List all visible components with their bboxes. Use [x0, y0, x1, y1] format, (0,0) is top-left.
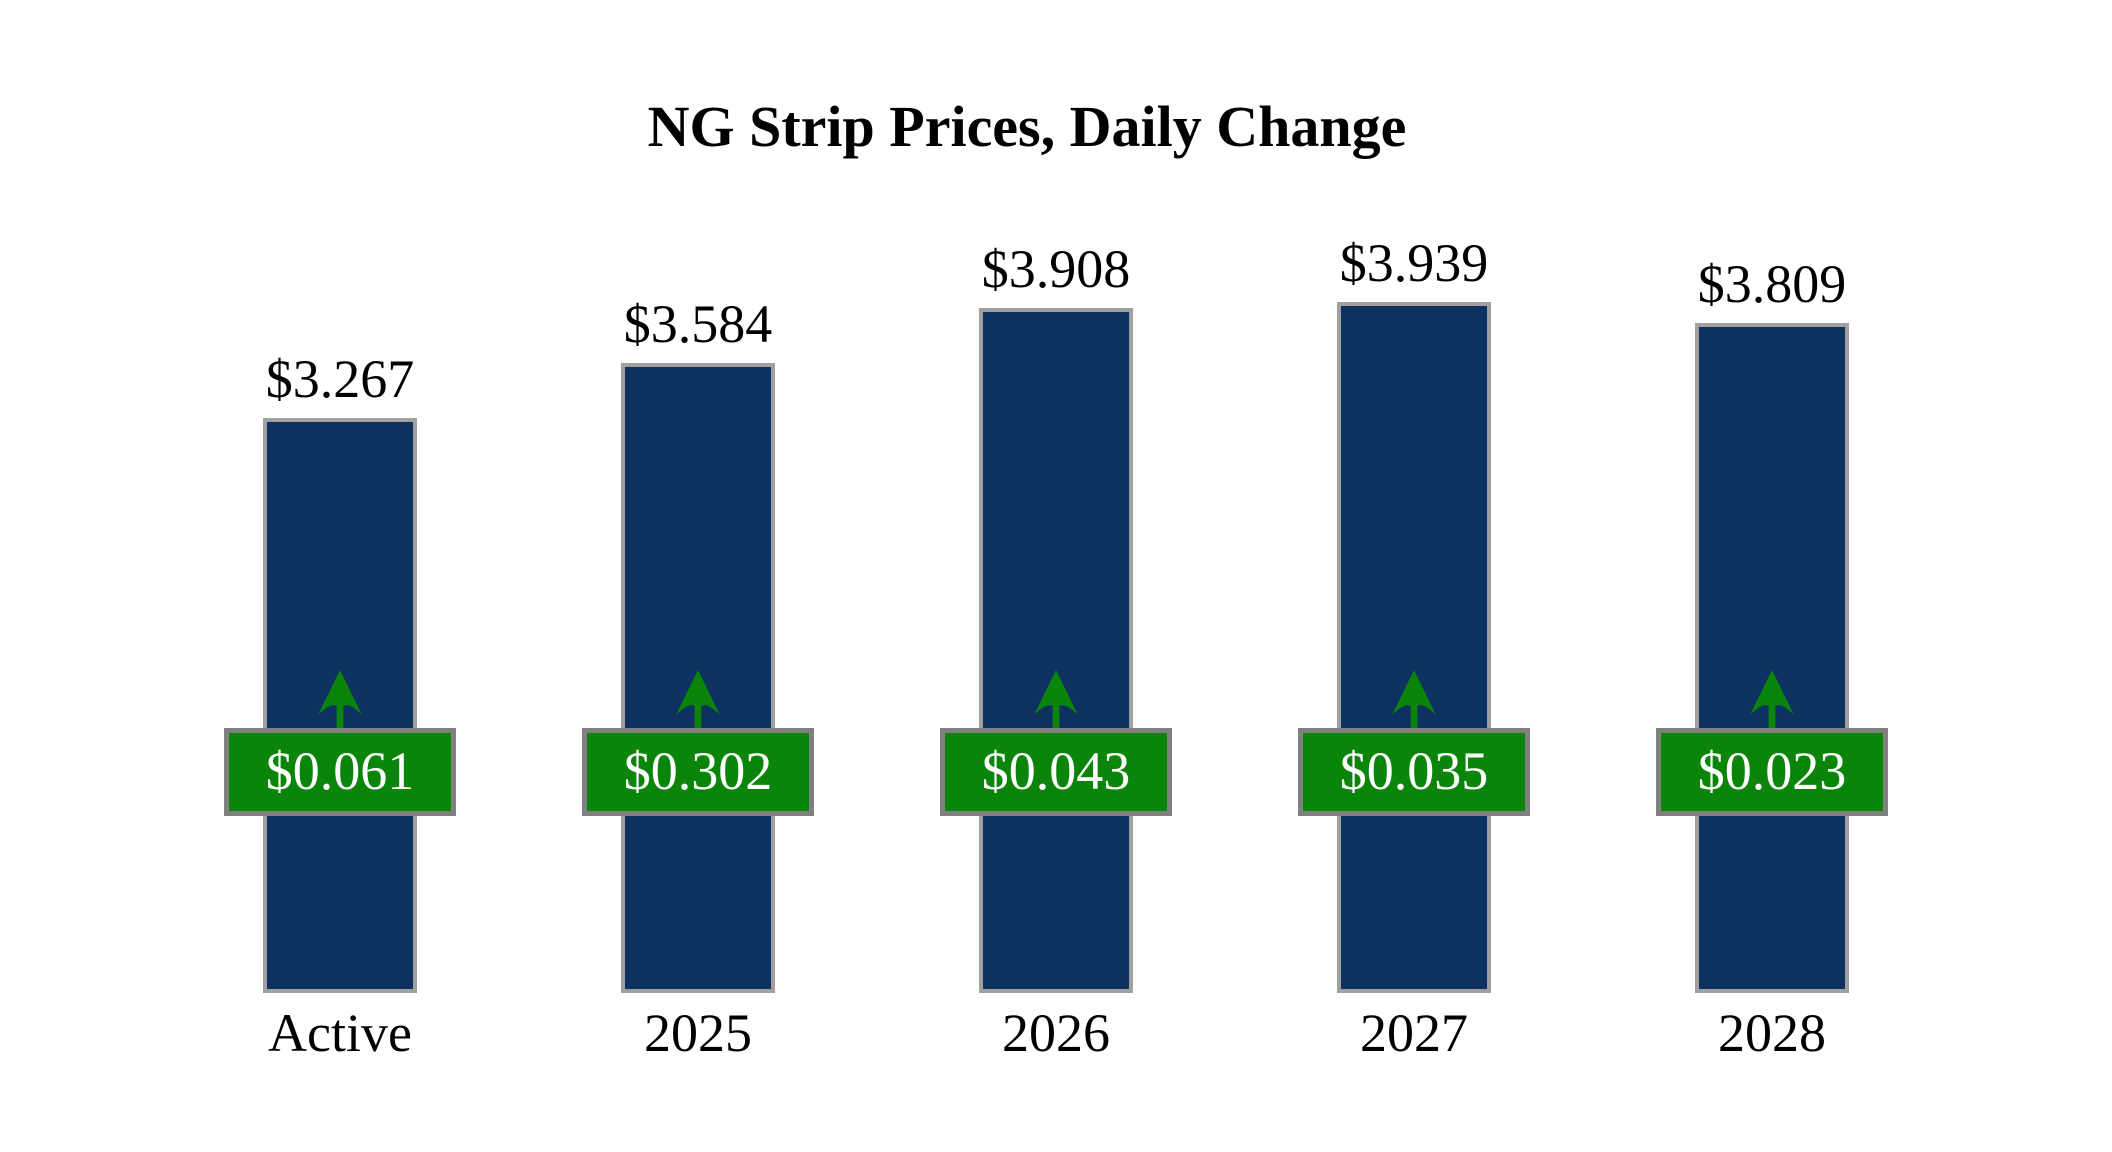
price-label: $3.939 [1339, 233, 1489, 293]
category-label: Active [268, 1003, 412, 1063]
price-label: $3.908 [981, 239, 1131, 299]
bar [1695, 323, 1849, 993]
change-badge: $0.035 [1298, 728, 1530, 816]
price-label: $3.584 [623, 294, 773, 354]
up-arrow-icon [669, 670, 727, 730]
bar-group-2027: $3.939 $0.035 2027 [1298, 0, 1530, 1152]
price-label: $3.267 [265, 349, 415, 409]
category-label: 2027 [1360, 1003, 1468, 1063]
up-arrow-icon [1027, 670, 1085, 730]
change-badge: $0.061 [224, 728, 456, 816]
bar [1337, 302, 1491, 993]
price-label: $3.809 [1697, 254, 1847, 314]
up-arrow-icon [1743, 670, 1801, 730]
category-label: 2026 [1002, 1003, 1110, 1063]
chart-title: NG Strip Prices, Daily Change [647, 94, 1407, 159]
up-arrow-icon [1385, 670, 1443, 730]
bar-group-2025: $3.584 $0.302 2025 [582, 0, 814, 1152]
up-arrow-icon [311, 670, 369, 730]
change-badge: $0.043 [940, 728, 1172, 816]
bar-group-active: $3.267 $0.061 Active [224, 0, 456, 1152]
bar-group-2028: $3.809 $0.023 2028 [1656, 0, 1888, 1152]
bar [979, 308, 1133, 993]
category-label: 2028 [1718, 1003, 1826, 1063]
bar-group-2026: $3.908 $0.043 2026 [940, 0, 1172, 1152]
change-badge: $0.023 [1656, 728, 1888, 816]
change-badge: $0.302 [582, 728, 814, 816]
category-label: 2025 [644, 1003, 752, 1063]
